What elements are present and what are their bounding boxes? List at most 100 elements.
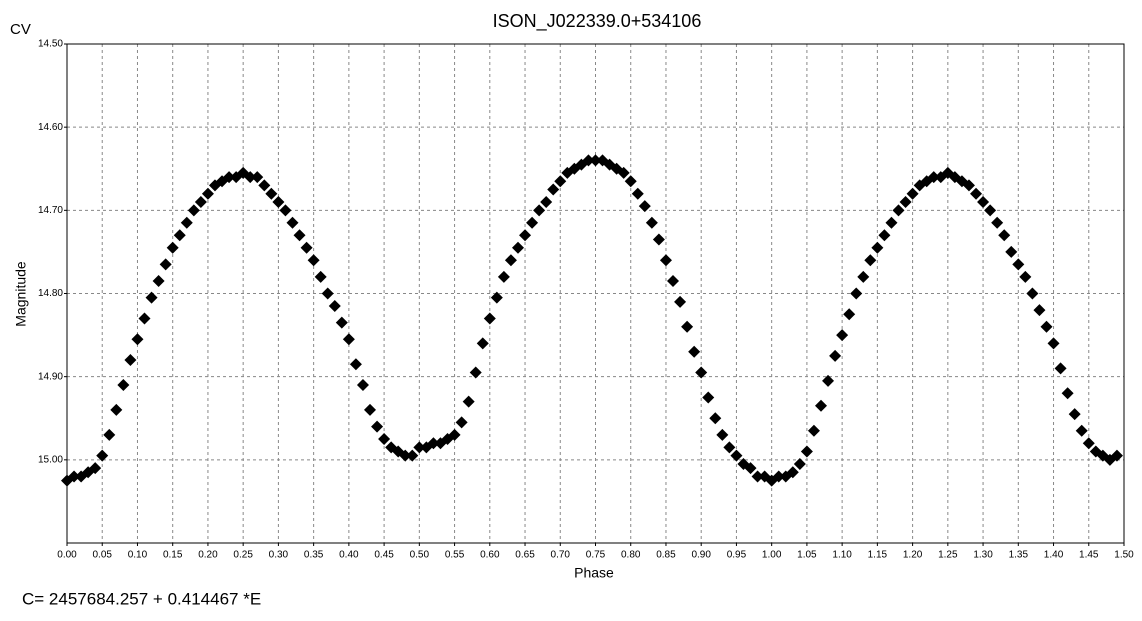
data-point bbox=[836, 329, 849, 342]
x-tick-label: 1.40 bbox=[1044, 550, 1064, 561]
data-point bbox=[1005, 245, 1018, 258]
x-tick-label: 1.50 bbox=[1114, 550, 1134, 561]
data-point bbox=[279, 204, 292, 217]
data-point bbox=[504, 254, 517, 267]
data-point bbox=[159, 258, 172, 271]
data-point bbox=[638, 200, 651, 213]
data-point bbox=[843, 308, 856, 321]
data-point bbox=[1047, 337, 1060, 350]
data-point bbox=[152, 275, 165, 288]
data-point bbox=[709, 412, 722, 425]
data-point bbox=[716, 428, 729, 441]
data-point bbox=[519, 229, 532, 242]
data-point bbox=[730, 449, 743, 462]
data-point bbox=[223, 171, 236, 184]
x-tick-label: 0.95 bbox=[727, 550, 747, 561]
data-point bbox=[751, 470, 764, 483]
data-point bbox=[286, 216, 299, 229]
data-point bbox=[194, 196, 207, 209]
data-point bbox=[822, 374, 835, 387]
data-point bbox=[695, 366, 708, 379]
y-tick-label: 14.80 bbox=[38, 288, 63, 299]
data-point bbox=[321, 287, 334, 300]
data-point bbox=[786, 466, 799, 479]
x-tick-label: 0.90 bbox=[691, 550, 711, 561]
corner-label: CV bbox=[10, 21, 31, 38]
data-point bbox=[124, 354, 137, 367]
data-point bbox=[793, 457, 806, 470]
data-point bbox=[89, 462, 102, 475]
data-point bbox=[413, 441, 426, 454]
data-point bbox=[1026, 287, 1039, 300]
data-point bbox=[1054, 362, 1067, 375]
data-point bbox=[300, 241, 313, 254]
data-point bbox=[681, 320, 694, 333]
chart-title: ISON_J022339.0+534106 bbox=[493, 11, 702, 32]
data-point bbox=[814, 399, 827, 412]
data-point bbox=[688, 345, 701, 358]
data-point bbox=[293, 229, 306, 242]
y-axis-label: Magnitude bbox=[13, 261, 29, 327]
data-point bbox=[674, 295, 687, 308]
data-point bbox=[356, 378, 369, 391]
x-tick-label: 0.75 bbox=[586, 550, 606, 561]
x-tick-label: 0.15 bbox=[163, 550, 183, 561]
data-point bbox=[906, 187, 919, 200]
y-tick-label: 14.60 bbox=[38, 122, 63, 133]
data-point bbox=[138, 312, 151, 325]
data-point bbox=[977, 196, 990, 209]
data-point bbox=[244, 171, 257, 184]
data-point bbox=[1040, 320, 1053, 333]
data-point bbox=[829, 349, 842, 362]
data-point bbox=[1019, 270, 1032, 283]
x-tick-label: 1.30 bbox=[973, 550, 993, 561]
data-point bbox=[335, 316, 348, 329]
data-point bbox=[1061, 387, 1074, 400]
x-tick-label: 1.20 bbox=[903, 550, 923, 561]
data-point bbox=[427, 437, 440, 450]
data-point bbox=[131, 333, 144, 346]
data-point bbox=[448, 428, 461, 441]
data-point bbox=[469, 366, 482, 379]
data-point bbox=[483, 312, 496, 325]
data-point bbox=[885, 216, 898, 229]
data-points bbox=[61, 154, 1123, 487]
data-point bbox=[251, 171, 264, 184]
data-point bbox=[1068, 408, 1081, 421]
data-point bbox=[871, 241, 884, 254]
data-point bbox=[1012, 258, 1025, 271]
data-point bbox=[991, 216, 1004, 229]
data-point bbox=[617, 166, 630, 179]
x-tick-label: 1.45 bbox=[1079, 550, 1099, 561]
data-point bbox=[652, 233, 665, 246]
data-point bbox=[984, 204, 997, 217]
data-point bbox=[864, 254, 877, 267]
data-point bbox=[497, 270, 510, 283]
data-point bbox=[850, 287, 863, 300]
x-tick-label: 1.25 bbox=[938, 550, 958, 561]
data-point bbox=[103, 428, 116, 441]
x-tick-label: 0.65 bbox=[515, 550, 535, 561]
x-tick-label: 0.60 bbox=[480, 550, 500, 561]
data-point bbox=[998, 229, 1011, 242]
x-tick-label: 0.20 bbox=[198, 550, 218, 561]
x-tick-label: 0.35 bbox=[304, 550, 324, 561]
data-point bbox=[201, 187, 214, 200]
data-point bbox=[378, 433, 391, 446]
data-point bbox=[892, 204, 905, 217]
x-tick-label: 0.25 bbox=[233, 550, 253, 561]
data-point bbox=[899, 196, 912, 209]
data-point bbox=[1110, 449, 1123, 462]
data-point bbox=[807, 424, 820, 437]
x-tick-label: 0.50 bbox=[410, 550, 430, 561]
x-tick-label: 1.15 bbox=[868, 550, 888, 561]
data-point bbox=[526, 216, 539, 229]
x-tick-label: 0.30 bbox=[269, 550, 289, 561]
data-point bbox=[857, 270, 870, 283]
data-point bbox=[540, 196, 553, 209]
y-tick-label: 14.90 bbox=[38, 371, 63, 382]
data-point bbox=[173, 229, 186, 242]
data-point bbox=[364, 403, 377, 416]
x-tick-label: 1.10 bbox=[832, 550, 852, 561]
x-tick-label: 1.05 bbox=[797, 550, 817, 561]
